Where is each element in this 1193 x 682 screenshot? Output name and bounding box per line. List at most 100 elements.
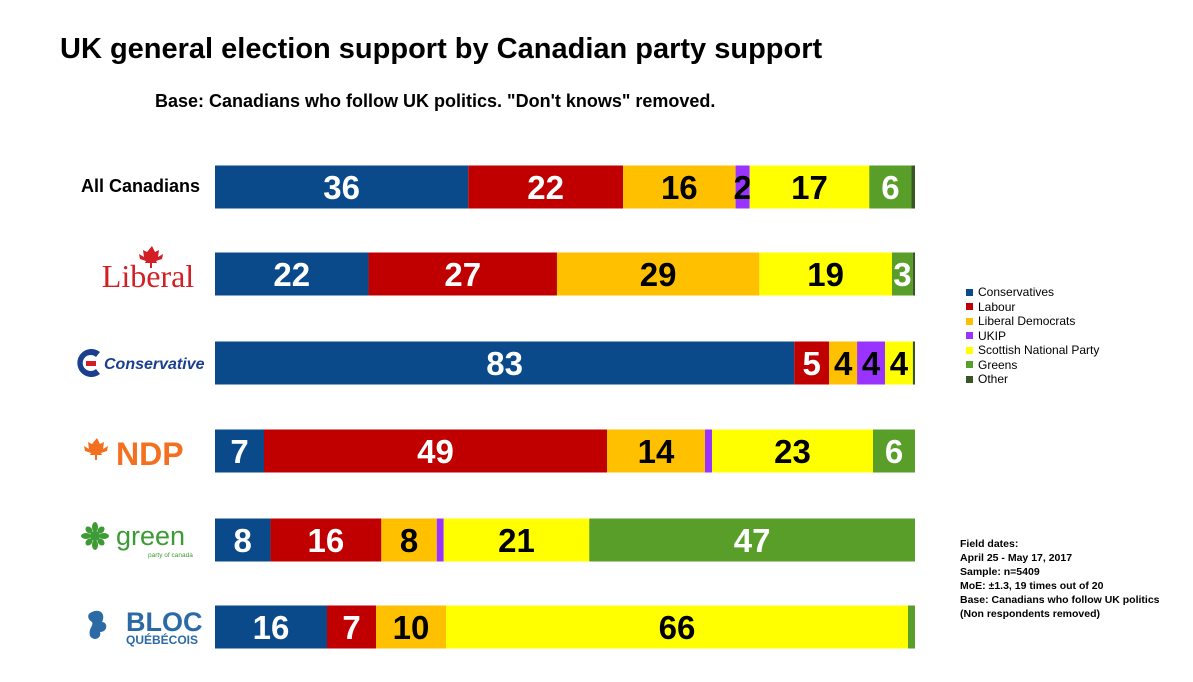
liberal-logo: Liberal xyxy=(102,246,195,294)
bar-segment-liberal-democrats-row-0 xyxy=(623,165,736,209)
bar-segment-scottish-national-party-row-5 xyxy=(446,605,908,649)
bar-segment-liberal-democrats-row-4 xyxy=(381,518,437,562)
data-label-row-2-liberal-democrats: 4 xyxy=(834,345,853,382)
bars-group: 36 22 16 2 17 622 27 29 19 383 5 4 4 47 49 14 23 68 16 8 21 4… xyxy=(215,165,915,649)
bar-segment-scottish-national-party-row-0 xyxy=(749,165,870,209)
green-flower-icon xyxy=(81,522,109,550)
bloc-fleur-icon xyxy=(88,610,107,639)
bar-segment-greens-row-3 xyxy=(873,429,915,473)
legend-item-labour: Labour xyxy=(966,300,1099,315)
data-label-row-0-scottish-national-party: 17 xyxy=(791,169,828,206)
legend-swatch xyxy=(966,346,973,354)
bar-segment-greens-row-1 xyxy=(891,252,913,296)
chart-title: UK general election support by Canadian … xyxy=(60,33,823,65)
data-label-row-4-conservatives: 8 xyxy=(234,522,252,559)
bar-segment-labour-row-1 xyxy=(368,252,557,296)
data-label-row-1-greens: 3 xyxy=(893,256,911,293)
notes-sample: Sample: n=5409 xyxy=(960,566,1040,578)
data-label-row-5-conservatives: 16 xyxy=(253,609,290,646)
bar-segment-ukip-row-0 xyxy=(735,165,750,209)
data-label-row-2-ukip: 4 xyxy=(862,345,881,382)
legend-swatch xyxy=(966,288,973,296)
bar-segment-liberal-democrats-row-2 xyxy=(829,341,858,385)
conservative-logo-text: Conservative xyxy=(104,356,205,373)
legend-item-ukip: UKIP xyxy=(966,329,1099,344)
legend-swatch xyxy=(966,375,973,383)
bar-segment-liberal-democrats-row-1 xyxy=(556,252,760,296)
data-label-row-2-scottish-national-party: 4 xyxy=(890,345,909,382)
bar-segment-other-row-1 xyxy=(912,252,915,296)
ndp-logo-text: NDP xyxy=(116,436,184,472)
notes-field-dates: April 25 - May 17, 2017 xyxy=(960,552,1073,564)
category-label-all-canadians: All Canadians xyxy=(81,176,200,196)
legend-label: Conservatives xyxy=(978,285,1055,299)
bar-segment-scottish-national-party-row-1 xyxy=(759,252,892,296)
data-label-row-3-labour: 49 xyxy=(417,433,454,470)
bar-segment-greens-row-4 xyxy=(589,518,915,562)
legend-item-greens: Greens xyxy=(966,358,1099,373)
bar-segment-liberal-democrats-row-5 xyxy=(376,605,446,649)
legend-swatch xyxy=(966,303,973,311)
data-label-row-4-scottish-national-party: 21 xyxy=(498,522,535,559)
green-logo-subtext: party of canada xyxy=(148,552,193,559)
legend-label: Greens xyxy=(978,357,1018,372)
data-label-row-2-conservatives: 83 xyxy=(486,345,523,382)
bar-segment-conservatives-row-1 xyxy=(215,252,369,296)
bar-segment-ukip-row-2 xyxy=(857,341,885,385)
data-label-row-5-labour: 7 xyxy=(342,609,360,646)
data-label-row-0-liberal-democrats: 16 xyxy=(661,169,698,206)
data-label-row-1-conservatives: 22 xyxy=(273,256,310,293)
bar-segment-greens-row-0 xyxy=(869,165,912,209)
bar-segment-scottish-national-party-row-2 xyxy=(884,341,913,385)
bloc-logo-subtext: QUÉBÉCOIS xyxy=(126,632,198,647)
notes-removed: (Non respondents removed) xyxy=(960,608,1101,620)
bloc-logo: BLOC QUÉBÉCOIS xyxy=(88,607,203,647)
data-label-row-3-greens: 6 xyxy=(885,433,903,470)
notes-field-dates-label: Field dates: xyxy=(960,538,1019,550)
legend: Conservatives Labour Liberal Democrats UKIP… xyxy=(966,285,1099,387)
conservative-flag-icon xyxy=(86,361,96,366)
legend-label: Scottish National Party xyxy=(978,343,1100,357)
bar-segment-other-row-2 xyxy=(912,341,915,385)
field-notes: Field dates: April 25 - May 17, 2017 Sam… xyxy=(960,537,1160,621)
data-label-row-0-ukip: 2 xyxy=(733,169,751,206)
legend-label: UKIP xyxy=(978,328,1007,343)
data-label-row-4-labour: 16 xyxy=(308,522,345,559)
bar-segment-labour-row-5 xyxy=(327,605,376,649)
bar-segment-conservatives-row-0 xyxy=(215,165,469,209)
bar-segment-conservatives-row-4 xyxy=(215,518,271,562)
bar-segment-labour-row-4 xyxy=(270,518,382,562)
green-logo: green party of canada xyxy=(81,521,193,559)
legend-item-scottish-national-party: Scottish National Party xyxy=(966,343,1099,358)
legend-swatch xyxy=(966,332,973,340)
bar-segment-scottish-national-party-row-4 xyxy=(443,518,590,562)
bar-segment-ukip-row-4 xyxy=(436,518,444,562)
legend-item-conservatives: Conservatives xyxy=(966,285,1099,300)
data-label-row-3-scottish-national-party: 23 xyxy=(774,433,811,470)
bar-segment-labour-row-2 xyxy=(794,341,830,385)
bar-segment-other-row-0 xyxy=(911,165,915,209)
notes-base: Base: Canadians who follow UK politics xyxy=(960,594,1160,606)
bloc-logo-text: BLOC xyxy=(126,607,203,637)
bar-segment-labour-row-0 xyxy=(468,165,624,209)
bar-segment-conservatives-row-5 xyxy=(215,605,327,649)
liberal-logo-text: Liberal xyxy=(102,258,195,294)
bar-segment-labour-row-3 xyxy=(264,429,607,473)
maple-leaf-icon xyxy=(139,246,163,268)
chart-subtitle: Base: Canadians who follow UK politics. … xyxy=(155,91,716,111)
bar-segment-ukip-row-3 xyxy=(705,429,712,473)
data-label-row-2-labour: 5 xyxy=(803,345,821,382)
bar-segment-scottish-national-party-row-3 xyxy=(712,429,873,473)
bar-segment-greens-row-5 xyxy=(908,605,915,649)
green-logo-text: green xyxy=(116,521,185,551)
data-label-row-3-conservatives: 7 xyxy=(230,433,248,470)
notes-moe: MoE: ±1.3, 19 times out of 20 xyxy=(960,580,1104,592)
conservative-logo: Conservative xyxy=(77,349,205,378)
data-label-row-4-liberal-democrats: 8 xyxy=(400,522,418,559)
data-label-row-1-scottish-national-party: 19 xyxy=(807,256,844,293)
legend-swatch xyxy=(966,361,973,369)
data-label-row-5-scottish-national-party: 66 xyxy=(659,609,696,646)
conservative-c-icon xyxy=(77,349,100,378)
bar-segment-liberal-democrats-row-3 xyxy=(607,429,705,473)
data-label-row-4-greens: 47 xyxy=(734,522,771,559)
